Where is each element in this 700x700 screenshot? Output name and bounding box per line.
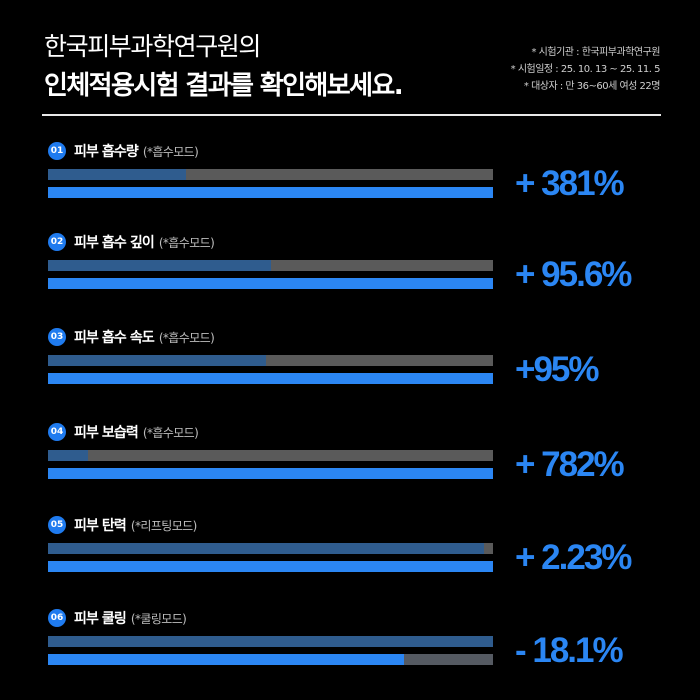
note-test-subjects: * 대상자 : 만 36~60세 여성 22명 (523, 81, 661, 92)
result-value-label: + 95.6% (515, 255, 632, 294)
item-label: 피부 흡수 깊이 (74, 235, 155, 251)
bar-fill-after (48, 468, 493, 479)
bar-fill-before (48, 260, 271, 271)
item-label: 피부 보습력 (74, 425, 139, 441)
result-item-header: 03 피부 흡수 속도 (*흡수모드) (48, 328, 215, 346)
test-notes: * 시험기관 : 한국피부과학연구원 * 시험일정 : 25. 10. 13 ~… (510, 44, 661, 95)
bar-fill-after (48, 654, 404, 665)
item-number-badge: 05 (48, 516, 66, 534)
bar-track-before (48, 355, 493, 366)
bar-fill-before (48, 543, 485, 554)
bar-track-after (48, 561, 493, 572)
item-label: 피부 흡수량 (74, 144, 139, 160)
bar-track-after (48, 468, 493, 479)
bar-track-before (48, 260, 493, 271)
result-item: 04 피부 보습력 (*흡수모드) + 782% (0, 423, 700, 513)
bar-fill-after (48, 278, 493, 289)
bar-track-after (48, 654, 493, 665)
item-number-badge: 04 (48, 423, 66, 441)
bar-track-before (48, 636, 493, 647)
result-value-label: + 2.23% (515, 538, 632, 577)
result-item: 01 피부 흡수량 (*흡수모드) + 381% (0, 142, 700, 232)
item-number-badge: 06 (48, 609, 66, 627)
result-value-label: + 381% (515, 164, 625, 203)
bar-fill-after (48, 187, 493, 198)
result-item: 06 피부 쿨링 (*쿨링모드) - 18.1% (0, 609, 700, 699)
item-mode: (*흡수모드) (142, 144, 199, 159)
bar-fill-after (48, 561, 493, 572)
item-label: 피부 흡수 속도 (74, 330, 155, 346)
result-item-header: 01 피부 흡수량 (*흡수모드) (48, 142, 199, 160)
result-value-label: - 18.1% (515, 631, 624, 670)
result-item-header: 04 피부 보습력 (*흡수모드) (48, 423, 199, 441)
result-item-header: 06 피부 쿨링 (*쿨링모드) (48, 609, 187, 627)
bar-track-before (48, 543, 493, 554)
result-item: 02 피부 흡수 깊이 (*흡수모드) + 95.6% (0, 233, 700, 323)
item-number-badge: 03 (48, 328, 66, 346)
item-mode: (*흡수모드) (158, 330, 215, 345)
item-mode: (*흡수모드) (142, 425, 199, 440)
item-mode: (*리프팅모드) (130, 518, 197, 533)
result-value-label: +95% (515, 350, 599, 389)
item-number-badge: 01 (48, 142, 66, 160)
page-title-line1: 한국피부과학연구원의 (44, 32, 261, 61)
item-label: 피부 탄력 (74, 518, 127, 534)
result-item: 03 피부 흡수 속도 (*흡수모드) +95% (0, 328, 700, 418)
item-number-badge: 02 (48, 233, 66, 251)
bar-fill-after (48, 373, 493, 384)
bar-track-after (48, 373, 493, 384)
note-test-institution: * 시험기관 : 한국피부과학연구원 (531, 47, 660, 58)
bar-track-before (48, 450, 493, 461)
bar-track-after (48, 187, 493, 198)
bar-fill-before (48, 636, 493, 647)
bar-fill-before (48, 169, 186, 180)
header-divider (42, 114, 661, 116)
note-test-schedule: * 시험일정 : 25. 10. 13 ~ 25. 11. 5 (510, 64, 661, 75)
bar-fill-before (48, 450, 89, 461)
item-mode: (*쿨링모드) (130, 611, 187, 626)
bar-fill-before (48, 355, 267, 366)
result-item-header: 05 피부 탄력 (*리프팅모드) (48, 516, 197, 534)
page-title-line2: 인체적용시험 결과를 확인해보세요. (44, 71, 404, 101)
bar-track-before (48, 169, 493, 180)
result-value-label: + 782% (515, 445, 625, 484)
result-item-header: 02 피부 흡수 깊이 (*흡수모드) (48, 233, 215, 251)
item-label: 피부 쿨링 (74, 611, 127, 627)
bar-track-after (48, 278, 493, 289)
result-item: 05 피부 탄력 (*리프팅모드) + 2.23% (0, 516, 700, 606)
item-mode: (*흡수모드) (158, 235, 215, 250)
